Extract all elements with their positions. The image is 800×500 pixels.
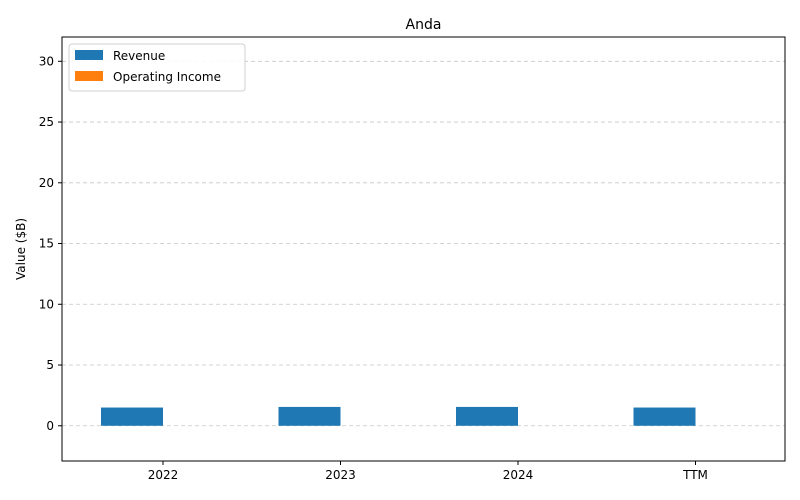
y-axis-label: Value ($B) — [14, 218, 28, 280]
x-tick-label: 2023 — [325, 468, 356, 482]
x-tick-label: 2024 — [503, 468, 534, 482]
x-tick-label: 2022 — [148, 468, 179, 482]
chart-title: Anda — [406, 17, 442, 33]
y-tick-label: 0 — [46, 419, 54, 433]
y-tick-label: 5 — [46, 358, 54, 372]
y-axis-ticks: 0 5 10 15 20 25 30 — [39, 54, 62, 433]
x-axis-ticks: 2022 2023 2024 TTM — [148, 461, 708, 482]
bar-revenue — [278, 406, 341, 426]
x-tick-label: TTM — [682, 468, 708, 482]
bar-revenue — [633, 407, 696, 426]
bars — [101, 406, 696, 426]
plot-frame — [61, 36, 786, 462]
legend-swatch — [75, 50, 103, 60]
y-tick-label: 25 — [39, 115, 54, 129]
y-tick-label: 10 — [39, 297, 54, 311]
legend-swatch — [75, 71, 103, 81]
y-tick-label: 30 — [39, 54, 54, 68]
legend-box — [68, 43, 246, 92]
legend: Revenue Operating Income — [68, 43, 246, 92]
y-tick-label: 20 — [39, 176, 54, 190]
grid-lines — [62, 60, 785, 427]
legend-label: Operating Income — [113, 70, 221, 84]
bar-revenue — [456, 406, 518, 426]
bar-revenue — [101, 407, 163, 426]
y-tick-label: 15 — [39, 237, 54, 251]
legend-label: Revenue — [113, 49, 165, 63]
